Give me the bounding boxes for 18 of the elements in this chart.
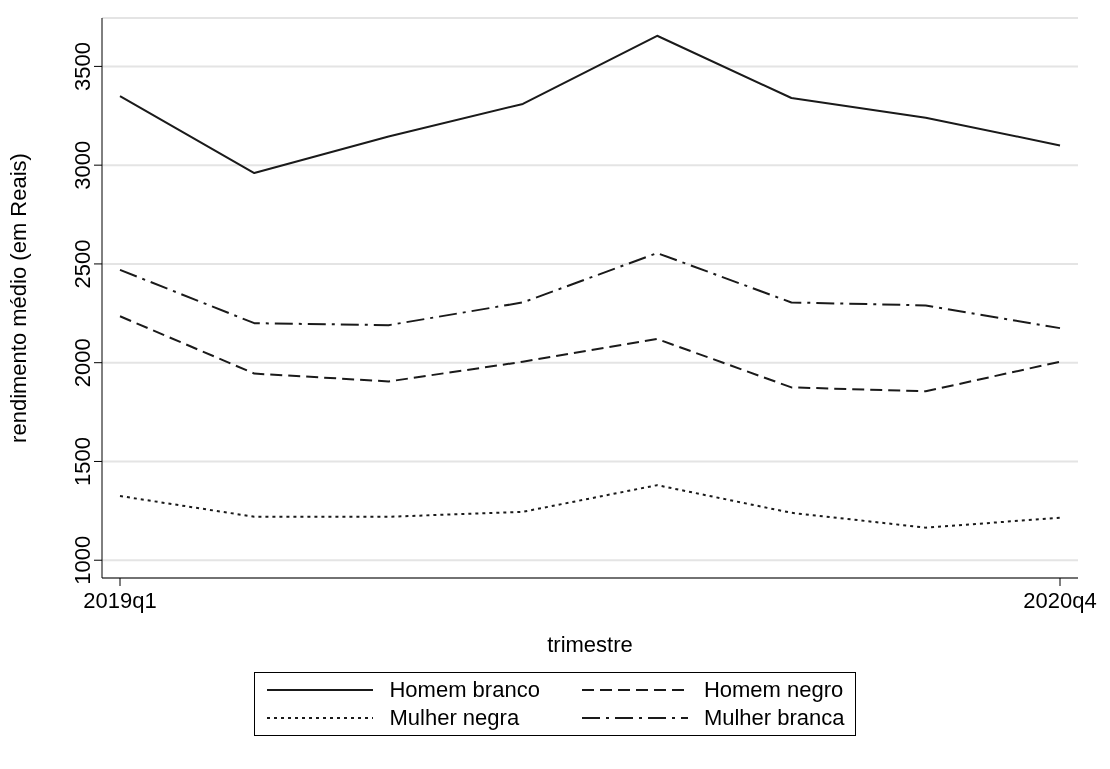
line-series <box>119 484 1061 529</box>
line-series <box>119 315 1061 393</box>
y-tick-label: 1500 <box>70 436 95 486</box>
x-axis-title: trimestre <box>547 632 633 657</box>
x-tick-label: 2019q1 <box>83 588 157 613</box>
legend-label: Mulher negra <box>389 705 520 731</box>
y-axis-title: rendimento médio (em Reais) <box>5 153 31 443</box>
legend-label: Homem negro <box>703 677 844 703</box>
y-tick-label: 2000 <box>70 338 95 388</box>
line-series <box>119 252 1061 330</box>
line-series <box>119 34 1061 175</box>
legend-label: Homem branco <box>389 677 540 703</box>
y-tick-label: 3500 <box>70 41 95 91</box>
y-tick-label: 2500 <box>70 239 95 289</box>
x-tick-label: 2020q4 <box>1023 588 1097 613</box>
y-tick-label: 1000 <box>70 535 95 585</box>
legend-label: Mulher branca <box>703 705 845 731</box>
y-tick-label: 3000 <box>70 140 95 190</box>
